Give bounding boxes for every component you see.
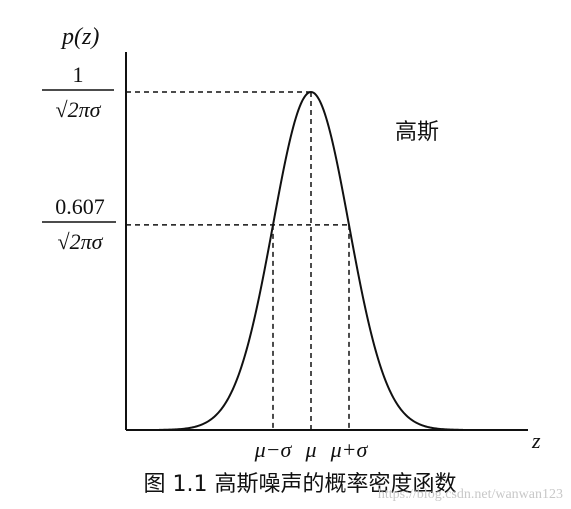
y-tick-label-peak: 1 √2πσ — [42, 62, 114, 122]
figure-caption: 图 1.1 高斯噪声的概率密度函数 — [144, 472, 457, 497]
y-tick-denominator-inflection: √2πσ — [58, 229, 104, 254]
y-tick-numerator-peak: 1 — [73, 62, 84, 87]
x-tick-label-mu: μ — [304, 437, 316, 462]
y-axis-label: p(z) — [60, 24, 99, 50]
y-tick-label-inflection: 0.607 √2πσ — [42, 194, 116, 254]
series-annotation: 高斯 — [395, 120, 439, 145]
watermark: https://blog.csdn.net/wanwan123 — [378, 487, 563, 502]
y-tick-numerator-inflection: 0.607 — [55, 194, 105, 219]
x-axis-label: z — [531, 428, 541, 453]
x-tick-label-mu-plus-sigma: μ+σ — [330, 437, 369, 462]
x-tick-label-mu-minus-sigma: μ−σ — [254, 437, 293, 462]
y-tick-denominator-peak: √2πσ — [56, 97, 102, 122]
gaussian-curve — [158, 90, 464, 431]
